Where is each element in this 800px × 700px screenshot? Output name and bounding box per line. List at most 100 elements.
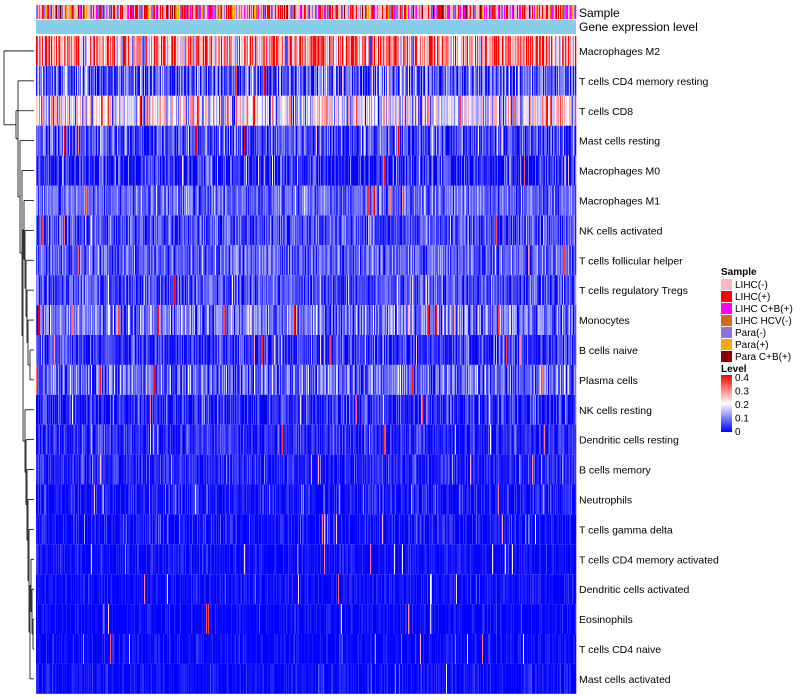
heatmap-cell [552,155,554,186]
heatmap-cell [109,215,111,246]
heatmap-cell [284,215,286,246]
heatmap-cell [269,215,271,246]
heatmap-cell [351,36,353,66]
heatmap-cell [521,36,523,66]
sample-annotation-cell [187,5,189,19]
heatmap-cell [276,125,278,156]
heatmap-cell [39,275,41,306]
heatmap-cell [492,95,494,126]
heatmap-cell [328,185,330,216]
sample-annotation-cell [417,5,419,19]
heatmap-cell [57,95,59,126]
heatmap-cell [389,65,391,96]
heatmap-cell [48,245,50,276]
heatmap-cell [439,185,441,216]
sample-annotation-cell [519,5,521,19]
heatmap-cell [471,36,473,66]
heatmap-cell [541,125,543,156]
heatmap-cell [507,95,509,126]
heatmap-cell [184,95,186,126]
heatmap-cell [262,185,264,216]
heatmap-cell [182,245,184,276]
heatmap-cell [118,245,120,276]
heatmap-cell [262,95,264,126]
heatmap-cell [524,36,526,66]
heatmap-cell [543,125,545,156]
heatmap-cell [539,215,541,246]
heatmap-cell [212,36,214,66]
heatmap-cell [208,185,210,216]
sample-annotation-cell [299,5,301,19]
heatmap-cell [73,125,75,156]
heatmap-cell [36,36,38,66]
heatmap-cell [222,36,224,66]
heatmap-cell [114,155,116,186]
heatmap-cell [542,185,544,216]
heatmap-cell [275,155,277,186]
heatmap-cell [145,36,147,66]
heatmap-cell [309,95,311,126]
heatmap-cell [239,245,241,276]
sample-annotation-cell [382,5,384,19]
heatmap-cell [522,125,524,156]
heatmap-cell [89,245,91,276]
heatmap-cell [104,215,106,246]
heatmap-cell [334,245,336,276]
heatmap-cell [104,36,106,66]
sample-annotation-cell [80,5,82,19]
heatmap-cell [418,215,420,246]
heatmap-cell [216,185,218,216]
heatmap-cell [235,245,237,276]
heatmap-cell [111,155,113,186]
heatmap-cell [44,36,46,66]
heatmap-cell [424,36,426,66]
heatmap-cell [503,65,505,96]
heatmap-cell [49,245,51,276]
sample-annotation-cell [507,5,509,19]
heatmap-cell [158,125,160,156]
sample-annotation-cell [494,5,496,19]
heatmap-cell [39,36,41,66]
heatmap-cell [128,95,130,126]
heatmap-cell [421,36,423,66]
heatmap-cell [261,125,263,156]
sample-annotation-cell [550,5,552,19]
heatmap-cell [511,95,513,126]
heatmap-cell [484,125,486,156]
heatmap-cell [499,65,501,96]
heatmap-cell [549,36,551,66]
heatmap-cell [526,65,528,96]
heatmap-cell [309,185,311,216]
heatmap-cell [66,245,68,276]
heatmap-cell [324,245,326,276]
heatmap-cell [99,275,101,306]
heatmap-cell [323,36,325,66]
heatmap-cell [302,36,304,66]
heatmap-cell [479,65,481,96]
heatmap-cell [153,125,155,156]
heatmap-cell [434,185,436,216]
sample-annotation-cell [371,5,373,19]
heatmap-cell [408,65,410,96]
heatmap-cell [470,245,472,276]
heatmap-cell [74,245,76,276]
heatmap-cell [405,125,407,156]
heatmap-cell [461,65,463,96]
heatmap-cell [74,215,76,246]
sample-annotation-cell [221,5,223,19]
heatmap-cell [258,125,260,156]
heatmap-cell [256,36,258,66]
heatmap-cell [570,155,572,186]
heatmap-cell [483,65,485,96]
heatmap-cell [557,245,559,276]
heatmap-cell [309,215,311,246]
heatmap-cell [297,36,299,66]
heatmap-cell [197,95,199,126]
sample-annotation-cell [176,5,178,19]
heatmap-cell [490,36,492,66]
heatmap-cell [558,125,560,156]
sample-annotation-cell [247,5,249,19]
heatmap-cell [553,125,555,156]
heatmap-cell [184,36,186,66]
heatmap-cell [236,245,238,276]
